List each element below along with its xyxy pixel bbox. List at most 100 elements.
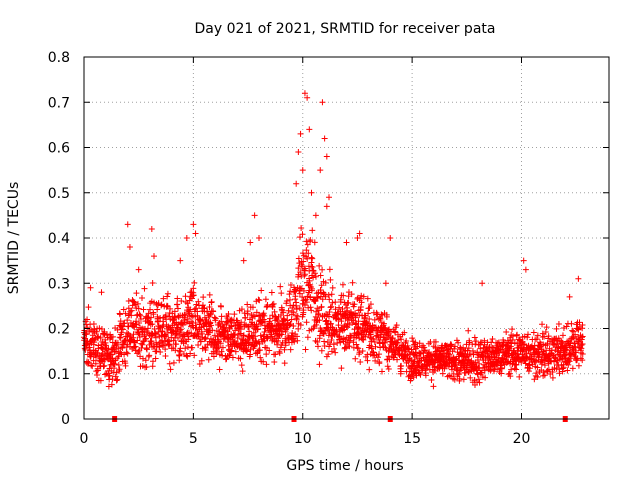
data-point bbox=[496, 349, 503, 356]
data-point bbox=[166, 341, 173, 348]
data-point bbox=[318, 282, 325, 289]
data-point bbox=[244, 301, 251, 308]
y-axis-label: SRMTID / TECUs bbox=[6, 182, 22, 295]
data-point bbox=[322, 293, 329, 300]
data-point bbox=[158, 302, 165, 309]
data-point bbox=[260, 358, 267, 365]
data-point bbox=[145, 310, 152, 317]
data-point bbox=[122, 310, 129, 317]
data-point bbox=[83, 331, 90, 338]
data-point bbox=[92, 354, 99, 361]
data-point bbox=[306, 277, 313, 284]
data-point bbox=[149, 363, 156, 370]
data-point bbox=[498, 365, 505, 372]
data-point bbox=[541, 333, 548, 340]
data-point bbox=[319, 266, 326, 273]
data-point bbox=[290, 335, 297, 342]
data-point bbox=[268, 289, 275, 296]
data-point bbox=[116, 334, 123, 341]
data-point bbox=[344, 307, 351, 314]
data-point bbox=[123, 349, 130, 356]
data-point bbox=[323, 317, 330, 324]
data-point bbox=[135, 266, 142, 273]
y-tick-label: 0.2 bbox=[48, 322, 70, 338]
data-point bbox=[307, 294, 314, 301]
data-point bbox=[325, 291, 332, 298]
data-point bbox=[465, 327, 472, 334]
data-point bbox=[406, 372, 413, 379]
data-point bbox=[295, 149, 302, 156]
data-point bbox=[90, 357, 97, 364]
data-point bbox=[560, 324, 567, 331]
data-point bbox=[281, 360, 288, 367]
data-point bbox=[133, 290, 140, 297]
y-tick-label: 0 bbox=[61, 412, 70, 428]
data-point bbox=[332, 299, 339, 306]
data-point bbox=[263, 361, 270, 368]
data-point bbox=[559, 332, 566, 339]
data-point bbox=[335, 322, 342, 329]
data-point bbox=[244, 308, 251, 315]
data-point bbox=[404, 342, 411, 349]
data-point bbox=[353, 341, 360, 348]
data-point bbox=[426, 349, 433, 356]
data-point bbox=[314, 339, 321, 346]
data-point bbox=[167, 366, 174, 373]
data-point bbox=[211, 314, 218, 321]
data-point bbox=[349, 279, 356, 286]
data-point bbox=[376, 315, 383, 322]
data-point bbox=[166, 313, 173, 320]
data-point bbox=[251, 313, 258, 320]
data-point bbox=[341, 326, 348, 333]
data-point bbox=[122, 362, 129, 369]
data-point bbox=[294, 337, 301, 344]
data-point bbox=[222, 356, 229, 363]
data-point bbox=[125, 323, 132, 330]
data-point bbox=[320, 330, 327, 337]
data-point bbox=[96, 325, 103, 332]
data-point bbox=[309, 255, 316, 262]
data-point bbox=[82, 335, 89, 342]
data-point bbox=[170, 359, 177, 366]
data-point bbox=[366, 304, 373, 311]
data-point bbox=[522, 360, 529, 367]
data-point bbox=[509, 326, 516, 333]
data-point bbox=[308, 307, 315, 314]
data-point bbox=[355, 330, 362, 337]
data-point bbox=[325, 351, 332, 358]
data-point bbox=[200, 294, 207, 301]
data-point bbox=[255, 296, 262, 303]
data-point bbox=[467, 374, 474, 381]
data-point bbox=[293, 180, 300, 187]
data-point bbox=[224, 318, 231, 325]
data-point bbox=[318, 347, 325, 354]
data-point bbox=[401, 329, 408, 336]
x-tick-label: 0 bbox=[80, 431, 89, 447]
data-point bbox=[117, 311, 124, 318]
data-point bbox=[130, 331, 137, 338]
data-point bbox=[159, 328, 166, 335]
data-point bbox=[287, 346, 294, 353]
data-point bbox=[167, 305, 174, 312]
data-point bbox=[134, 350, 141, 357]
data-point bbox=[278, 331, 285, 338]
data-point bbox=[187, 350, 194, 357]
data-point bbox=[416, 340, 423, 347]
data-point bbox=[182, 312, 189, 319]
data-point bbox=[326, 194, 332, 201]
data-point bbox=[403, 337, 410, 344]
data-point bbox=[473, 338, 480, 345]
data-point bbox=[195, 342, 202, 349]
data-point bbox=[518, 359, 525, 366]
data-point bbox=[183, 235, 190, 241]
data-point bbox=[305, 250, 312, 257]
data-point bbox=[166, 360, 173, 367]
data-point bbox=[575, 275, 582, 282]
data-point bbox=[151, 253, 157, 260]
data-point bbox=[87, 284, 94, 291]
data-point bbox=[108, 351, 115, 358]
data-point bbox=[508, 340, 515, 347]
data-point bbox=[84, 316, 91, 323]
data-point bbox=[109, 333, 116, 340]
data-point bbox=[326, 343, 333, 350]
